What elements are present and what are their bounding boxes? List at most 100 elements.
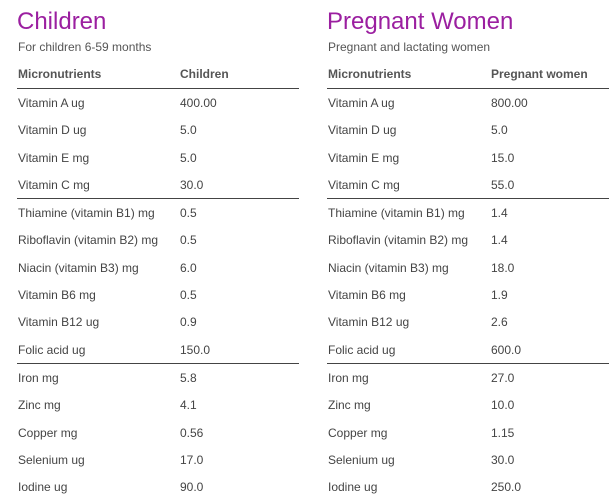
nutrient-value: 1.15 — [491, 425, 515, 440]
nutrient-name: Vitamin C mg — [18, 177, 90, 192]
nutrient-value: 1.4 — [491, 233, 508, 248]
nutrient-value: 0.5 — [180, 233, 197, 248]
table-row: Niacin (vitamin B3) mg 6.0 — [17, 254, 299, 281]
table-row: Riboflavin (vitamin B2) mg 0.5 — [17, 226, 299, 253]
nutrient-value: 1.4 — [491, 206, 508, 221]
table-row: Iron mg 27.0 — [327, 364, 609, 391]
table-row: Vitamin B6 mg 0.5 — [17, 281, 299, 308]
pregnant-women-table: Micronutrients Pregnant women Vitamin A … — [327, 60, 609, 500]
nutrient-name: Vitamin E mg — [328, 150, 400, 165]
nutrient-value: 30.0 — [491, 452, 515, 467]
nutrient-value: 27.0 — [491, 370, 515, 385]
table-row: Vitamin E mg 15.0 — [327, 144, 609, 171]
table-row: Thiamine (vitamin B1) mg 0.5 — [17, 199, 299, 226]
table-row: Vitamin B6 mg 1.9 — [327, 281, 609, 308]
nutrient-name: Iron mg — [18, 370, 59, 385]
table-row: Thiamine (vitamin B1) mg 1.4 — [327, 199, 609, 226]
nutrient-name: Vitamin B12 ug — [18, 315, 100, 330]
nutrient-value: 250.0 — [491, 480, 522, 495]
table-row: Iron mg 5.8 — [17, 364, 299, 391]
table-header: Micronutrients Pregnant women — [327, 60, 609, 89]
nutrient-value: 10.0 — [491, 398, 515, 413]
table-row: Niacin (vitamin B3) mg 18.0 — [327, 254, 609, 281]
nutrient-value: 5.0 — [180, 150, 197, 165]
table-row: Vitamin E mg 5.0 — [17, 144, 299, 171]
children-subtitle: For children 6-59 months — [18, 40, 152, 54]
table-row: Zinc mg 10.0 — [327, 391, 609, 418]
nutrient-name: Vitamin A ug — [328, 96, 395, 110]
nutrient-name: Riboflavin (vitamin B2) mg — [18, 233, 159, 248]
table-row: Folic acid ug 600.0 — [327, 336, 609, 364]
header-children: Children — [180, 67, 229, 81]
nutrient-value: 0.9 — [180, 315, 197, 330]
table-row: Vitamin D ug 5.0 — [327, 116, 609, 143]
table-row: Selenium ug 17.0 — [17, 446, 299, 473]
table-row: Vitamin C mg 55.0 — [327, 171, 609, 200]
table-row: Copper mg 0.56 — [17, 419, 299, 446]
nutrient-value: 15.0 — [491, 150, 515, 165]
header-micronutrients: Micronutrients — [328, 67, 412, 81]
nutrient-value: 5.0 — [491, 123, 508, 138]
nutrient-name: Niacin (vitamin B3) mg — [328, 260, 449, 275]
nutrient-value: 5.0 — [180, 123, 197, 138]
pregnant-women-subtitle: Pregnant and lactating women — [328, 40, 491, 54]
nutrient-value: 30.0 — [180, 177, 204, 192]
nutrient-name: Vitamin E mg — [18, 150, 90, 165]
nutrient-value: 400.00 — [180, 96, 217, 110]
children-table: Micronutrients Children Vitamin A ug 400.… — [17, 60, 299, 500]
nutrient-name: Selenium ug — [18, 452, 85, 467]
table-row: Riboflavin (vitamin B2) mg 1.4 — [327, 226, 609, 253]
nutrient-name: Folic acid ug — [18, 342, 86, 357]
nutrient-value: 1.9 — [491, 288, 508, 303]
nutrient-name: Thiamine (vitamin B1) mg — [328, 206, 465, 221]
table-row: Vitamin A ug 800.00 — [327, 89, 609, 116]
table-row: Vitamin B12 ug 0.9 — [17, 308, 299, 335]
nutrient-name: Zinc mg — [18, 398, 61, 413]
nutrient-name: Vitamin B6 mg — [18, 288, 96, 303]
children-title: Children — [17, 8, 107, 35]
nutrient-name: Vitamin C mg — [328, 177, 400, 192]
header-pregnant-women: Pregnant women — [491, 67, 588, 81]
table-row: Vitamin C mg 30.0 — [17, 171, 299, 200]
nutrient-value: 0.5 — [180, 206, 197, 221]
nutrient-value: 18.0 — [491, 260, 515, 275]
nutrient-value: 800.00 — [491, 96, 528, 110]
nutrient-value: 90.0 — [180, 480, 204, 495]
nutrient-value: 17.0 — [180, 452, 204, 467]
nutrient-value: 5.8 — [180, 370, 197, 385]
nutrient-name: Vitamin D ug — [18, 123, 87, 138]
nutrient-name: Copper mg — [328, 425, 388, 440]
nutrient-name: Selenium ug — [328, 452, 395, 467]
nutrient-value: 0.5 — [180, 288, 197, 303]
pregnant-women-title: Pregnant Women — [327, 8, 514, 35]
nutrient-value: 0.56 — [180, 425, 204, 440]
nutrient-name: Vitamin B12 ug — [328, 315, 410, 330]
table-row: Vitamin B12 ug 2.6 — [327, 308, 609, 335]
table-row: Iodine ug 90.0 — [17, 473, 299, 500]
nutrient-name: Folic acid ug — [328, 342, 396, 357]
header-micronutrients: Micronutrients — [18, 67, 102, 81]
table-row: Iodine ug 250.0 — [327, 473, 609, 500]
table-row: Folic acid ug 150.0 — [17, 336, 299, 364]
nutrient-name: Vitamin A ug — [18, 96, 85, 110]
nutrient-name: Niacin (vitamin B3) mg — [18, 260, 139, 275]
nutrient-value: 55.0 — [491, 177, 515, 192]
nutrient-name: Iron mg — [328, 370, 369, 385]
nutrient-value: 6.0 — [180, 260, 197, 275]
nutrient-name: Iodine ug — [18, 480, 68, 495]
nutrient-value: 4.1 — [180, 398, 197, 413]
nutrient-name: Vitamin D ug — [328, 123, 397, 138]
nutrient-value: 150.0 — [180, 342, 211, 357]
nutrient-name: Vitamin B6 mg — [328, 288, 406, 303]
table-row: Selenium ug 30.0 — [327, 446, 609, 473]
nutrient-name: Thiamine (vitamin B1) mg — [18, 206, 155, 221]
nutrient-name: Iodine ug — [328, 480, 378, 495]
nutrient-value: 600.0 — [491, 342, 522, 357]
table-row: Copper mg 1.15 — [327, 419, 609, 446]
nutrient-name: Copper mg — [18, 425, 78, 440]
nutrient-name: Riboflavin (vitamin B2) mg — [328, 233, 469, 248]
table-row: Zinc mg 4.1 — [17, 391, 299, 418]
nutrient-value: 2.6 — [491, 315, 508, 330]
nutrient-name: Zinc mg — [328, 398, 371, 413]
table-row: Vitamin D ug 5.0 — [17, 116, 299, 143]
